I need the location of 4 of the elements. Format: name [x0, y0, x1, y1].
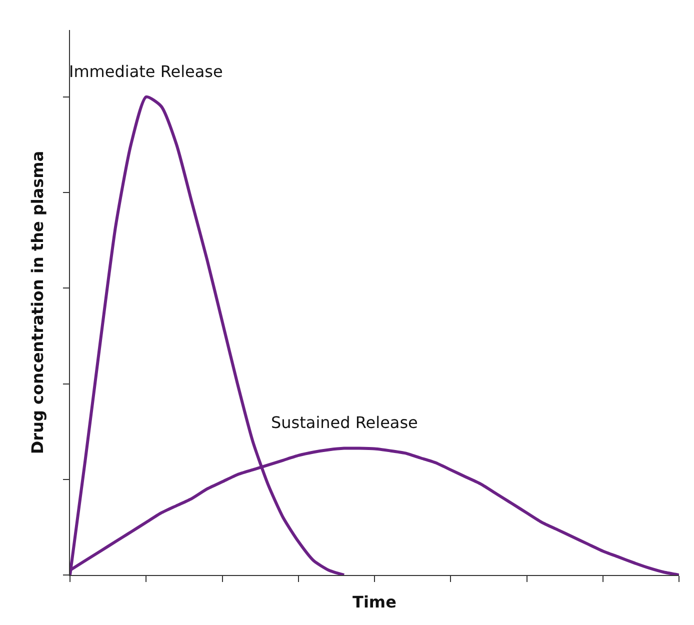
series-label: Sustained Release — [271, 413, 418, 432]
x-axis-title: Time — [352, 592, 397, 612]
series-label: Immediate Release — [69, 62, 223, 81]
y-axis-title: Drug concentration in the plasma — [28, 150, 47, 454]
